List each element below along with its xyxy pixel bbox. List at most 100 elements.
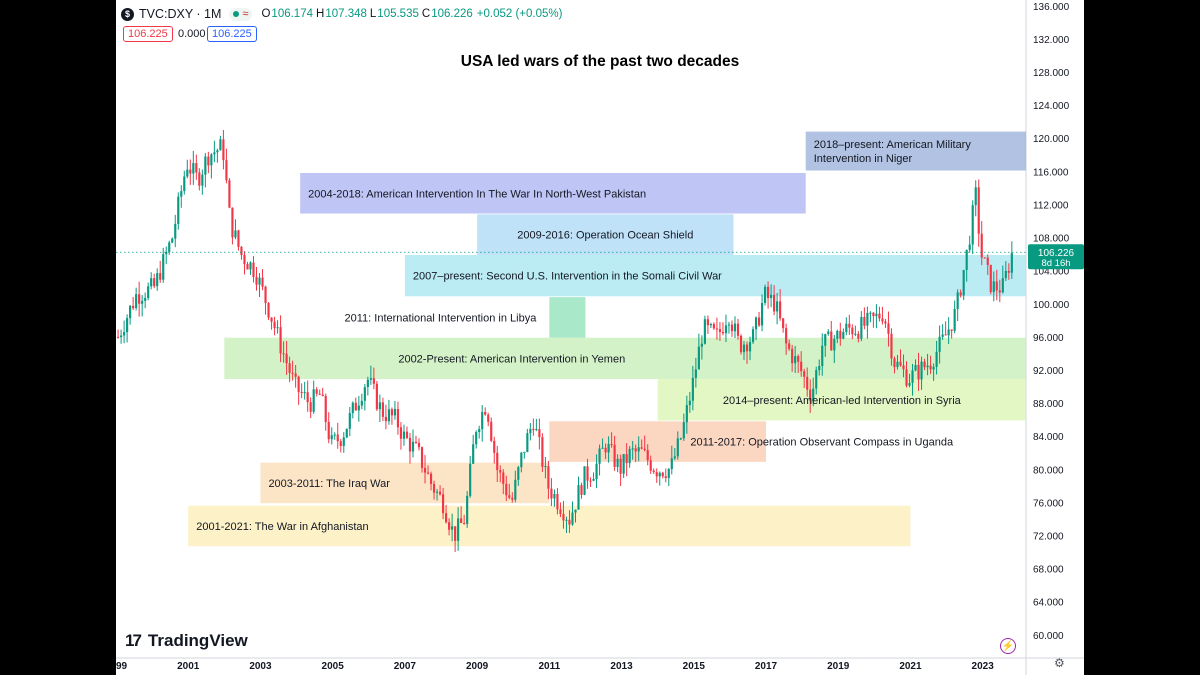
candle	[144, 298, 147, 301]
market-status-pill[interactable]: ≈	[229, 7, 253, 21]
buy-price-button[interactable]: 106.225	[207, 26, 257, 42]
candle	[454, 526, 457, 541]
candle	[782, 318, 785, 329]
candle	[806, 376, 809, 390]
annotation-box	[260, 462, 550, 504]
candle	[213, 152, 216, 155]
candle	[809, 389, 812, 401]
candle	[821, 345, 824, 366]
gear-icon[interactable]: ⚙	[1054, 656, 1065, 670]
spread-value: 0.000	[178, 28, 206, 40]
candle	[845, 323, 848, 333]
candle	[297, 376, 300, 392]
candle	[788, 343, 791, 349]
candle	[216, 150, 219, 153]
candle	[384, 416, 387, 422]
candle	[393, 409, 397, 416]
ohlc-change-value: +0.052 (+0.05%)	[476, 8, 563, 20]
candle	[586, 466, 589, 481]
candle	[712, 324, 715, 329]
y-tick-label: 132.000	[1033, 35, 1070, 46]
candle	[736, 323, 740, 336]
candle	[318, 393, 321, 395]
candle	[291, 372, 294, 374]
market-open-icon	[233, 11, 240, 17]
candle	[956, 292, 959, 309]
candle	[246, 264, 249, 270]
candle	[613, 444, 616, 467]
tradingview-logo[interactable]: 17 TradingView	[125, 631, 248, 651]
candle	[168, 242, 171, 252]
candle	[445, 513, 448, 523]
candle	[315, 389, 318, 394]
candle	[739, 335, 743, 353]
candle	[255, 276, 258, 285]
candle	[198, 172, 201, 186]
candle	[210, 154, 213, 166]
candle	[478, 429, 481, 433]
candle	[595, 463, 598, 479]
candle	[267, 302, 270, 318]
sell-price-button[interactable]: 106.225	[123, 26, 173, 42]
candle	[273, 321, 276, 329]
candle	[923, 361, 926, 368]
candle	[333, 434, 336, 436]
symbol-label[interactable]: TVC:DXY · 1M	[139, 7, 222, 21]
candle	[526, 433, 529, 452]
candle	[914, 365, 917, 371]
candle	[658, 472, 661, 477]
candle	[902, 365, 905, 370]
annotation-label: 2011: International Intervention in Liby…	[345, 312, 538, 324]
price-chart[interactable]: 2018–present: American Military Intervent…	[116, 0, 1084, 675]
candle	[857, 333, 860, 339]
ohlc-high-value: 107.348	[325, 8, 367, 20]
candle	[619, 458, 622, 474]
annotation-box	[549, 297, 586, 338]
y-tick-label: 84.000	[1033, 432, 1064, 443]
annotation-label: 2007–present: Second U.S. Intervention i…	[413, 271, 722, 283]
candle	[911, 370, 914, 383]
candle	[628, 448, 631, 464]
candle	[574, 509, 577, 513]
candle	[625, 454, 628, 464]
candle	[222, 139, 225, 161]
candle	[589, 480, 592, 482]
candle	[505, 483, 508, 496]
candle	[547, 466, 550, 489]
lightning-icon[interactable]: ⚡	[1000, 638, 1016, 654]
candle	[1007, 270, 1010, 273]
candle	[610, 444, 613, 446]
candle	[550, 488, 553, 499]
candle	[887, 323, 890, 334]
candle	[724, 325, 728, 334]
candle	[791, 348, 794, 364]
candle	[541, 437, 544, 467]
candle	[679, 438, 682, 440]
candle	[980, 233, 983, 258]
candle	[607, 444, 610, 453]
candle	[941, 334, 944, 337]
candle	[270, 317, 273, 322]
candle	[285, 353, 288, 364]
candle	[511, 497, 514, 500]
candle	[177, 196, 180, 224]
candle	[150, 278, 153, 287]
candle	[673, 456, 676, 459]
candle	[553, 494, 556, 499]
candle	[126, 318, 129, 333]
candle	[754, 317, 758, 330]
candle	[872, 312, 875, 317]
candle	[929, 365, 932, 370]
x-tick-label: 2013	[610, 661, 633, 672]
last-price-tag	[1028, 244, 1084, 270]
candle	[583, 466, 586, 495]
y-tick-label: 100.000	[1033, 300, 1070, 311]
candle	[706, 319, 709, 326]
candle	[438, 491, 442, 495]
candle	[947, 329, 950, 336]
candle	[529, 428, 532, 434]
candle	[721, 331, 725, 334]
candle	[189, 169, 192, 174]
candle	[496, 452, 499, 471]
candle	[944, 334, 947, 336]
